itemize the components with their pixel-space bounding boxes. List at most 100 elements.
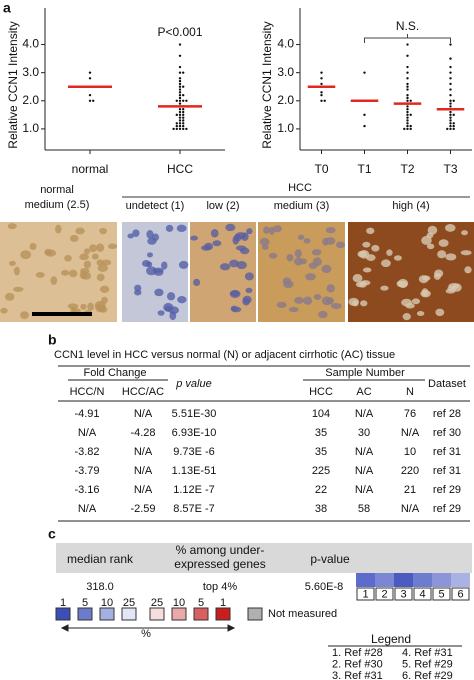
data-point (320, 71, 323, 74)
data-point (406, 124, 409, 128)
data-point (178, 65, 182, 69)
nucleus (411, 298, 421, 305)
nucleus (288, 307, 299, 313)
nucleus (154, 288, 164, 297)
table-cell: 5.51E-30 (172, 408, 217, 420)
y-axis-label: Relative CCN1 Intensity (260, 21, 274, 148)
nucleus (435, 308, 445, 317)
table-cell: 76 (404, 408, 416, 420)
data-point (178, 88, 182, 91)
table-cell: -4.91 (74, 408, 99, 420)
nucleus (348, 297, 359, 306)
nucleus (163, 302, 174, 312)
nucleus (244, 272, 254, 281)
scale-swatch (121, 607, 137, 621)
nucleus (94, 300, 106, 310)
data-point (452, 122, 455, 125)
data-point (406, 99, 409, 102)
nucleus (437, 250, 447, 259)
data-point (406, 105, 409, 108)
nucleus (97, 264, 108, 272)
data-point (185, 99, 188, 102)
image-label: medium (3) (274, 200, 330, 212)
table-cell: -2.59 (130, 503, 155, 515)
table-cell: N/A (355, 465, 374, 477)
nucleus (427, 225, 438, 235)
data-point (320, 91, 323, 94)
nucleus (80, 303, 87, 310)
group-header: Sample Number (325, 367, 405, 379)
nucleus (204, 242, 214, 251)
nucleus (99, 227, 107, 235)
scale-label: 10 (101, 597, 113, 609)
summary-value: 318.0 (86, 581, 114, 593)
table-cell: 21 (404, 484, 416, 496)
heatmap-index-box (356, 587, 375, 601)
data-point (320, 82, 323, 86)
heatmap-index: 5 (438, 588, 444, 600)
nucleus (177, 296, 187, 304)
data-point (178, 102, 182, 105)
nucleus (89, 244, 97, 253)
nucleus (212, 240, 222, 247)
data-point (320, 77, 323, 80)
table-cell: 35 (315, 427, 327, 439)
scale-swatch (55, 607, 71, 621)
table-cell: 6.93E-10 (172, 427, 217, 439)
table-cell: N/A (355, 408, 374, 420)
scale-swatch (149, 607, 165, 621)
nucleus (330, 302, 342, 310)
data-point (409, 127, 412, 131)
scale-unit: % (141, 628, 151, 640)
nucleus (460, 250, 472, 256)
nucleus (236, 261, 247, 270)
heatmap-cell (432, 573, 451, 587)
table-cell: 104 (312, 408, 330, 420)
nucleus (286, 253, 294, 262)
nucleus (96, 259, 104, 266)
data-point (406, 116, 409, 119)
data-point (178, 108, 182, 111)
table-cell: 225 (312, 465, 330, 477)
nucleus (263, 226, 270, 234)
table-cell: N/A (355, 446, 374, 458)
table-cell: 9.73E -6 (173, 446, 215, 458)
nucleus (362, 241, 371, 248)
scale-label: 1 (220, 597, 226, 609)
data-point (409, 113, 412, 117)
data-point (406, 54, 409, 58)
nucleus (176, 224, 187, 233)
table-cell: ref 30 (433, 427, 461, 439)
column-header: HCC/AC (122, 386, 164, 398)
nucleus (422, 275, 431, 281)
table-cell: -3.16 (74, 484, 99, 496)
scale-arrow (60, 624, 236, 632)
legend-title: Legend (371, 632, 411, 646)
nucleus (29, 242, 37, 251)
legend-item: 6. Ref #29 (402, 670, 453, 680)
nucleus (426, 232, 434, 239)
data-point (178, 113, 182, 117)
data-point (452, 99, 455, 102)
table-cell: ref 28 (433, 408, 461, 420)
legend-item: 5. Ref #29 (402, 658, 453, 670)
data-point (449, 119, 452, 122)
nucleus (313, 293, 322, 301)
nucleus (96, 243, 105, 252)
image-label: high (4) (392, 200, 429, 212)
nucleus (70, 234, 79, 243)
scale-label: 10 (173, 597, 185, 609)
data-point (403, 127, 406, 131)
nucleus (335, 241, 346, 249)
data-point (406, 119, 409, 122)
header-band (56, 543, 472, 573)
heatmap-cell (451, 573, 470, 587)
data-point (323, 99, 326, 102)
data-point (178, 110, 182, 114)
column-header: HCC/N (70, 386, 105, 398)
nucleus (68, 269, 78, 278)
nucleus (401, 298, 413, 307)
nucleus (146, 266, 157, 276)
scale-swatch (247, 607, 263, 621)
heatmap-cell (375, 573, 394, 587)
